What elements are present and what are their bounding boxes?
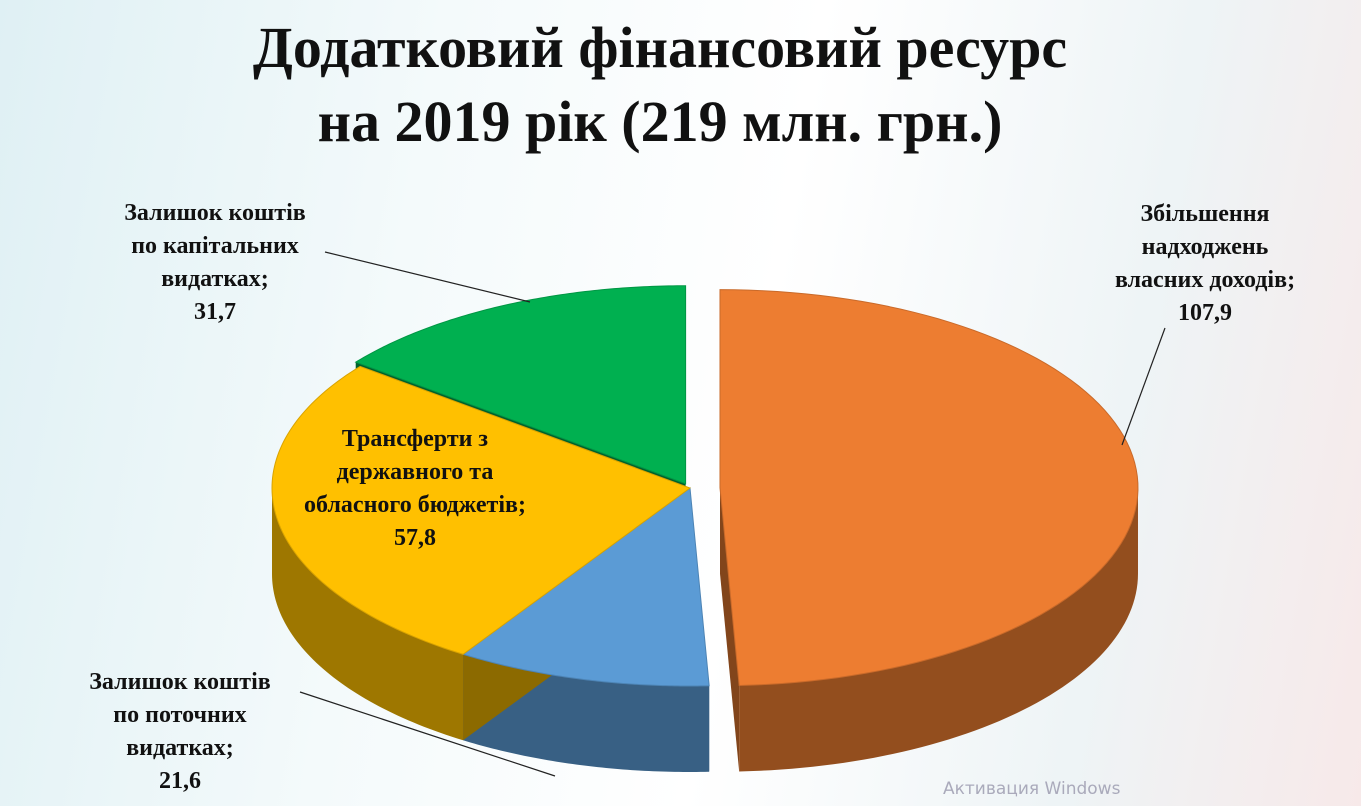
value-label: 57,8 <box>394 525 436 551</box>
category-label: Залишок коштів по капітальних видатках; <box>124 200 306 292</box>
slice-tops <box>271 285 1139 687</box>
data-label: Залишок коштів по капітальних видатках; 3… <box>65 197 365 329</box>
slice-side <box>719 487 740 772</box>
chart-title: Додатковий фінансовий ресурс <box>252 15 1068 80</box>
category-label: Збільшення надходжень власних доходів; <box>1114 201 1296 293</box>
value-label: 107,9 <box>1178 300 1232 326</box>
value-label: 21,6 <box>159 768 201 794</box>
leader-line <box>324 251 531 303</box>
data-label: Трансферти з державного та обласного бюд… <box>265 423 565 555</box>
pie-slice <box>271 365 692 655</box>
leader-lines <box>299 251 1166 777</box>
slice-side <box>739 487 1138 772</box>
category-label: Трансферти з державного та обласного бюд… <box>304 426 526 518</box>
value-label: 31,7 <box>194 299 236 325</box>
data-label: Збільшення надходжень власних доходів; 10… <box>1055 198 1355 330</box>
watermark: Активация Windows <box>943 779 1121 799</box>
chart-title: на 2019 рік (219 млн. грн.) <box>317 89 1003 154</box>
pie-slice <box>719 289 1139 686</box>
leader-line <box>1121 327 1166 446</box>
pie <box>271 285 1139 772</box>
pie-slice <box>461 487 710 687</box>
data-label: Залишок коштів по поточних видатках; 21,6 <box>30 666 330 798</box>
category-label: Залишок коштів по поточних видатках; <box>89 669 271 761</box>
leader-line <box>299 691 556 777</box>
pie-slice <box>354 285 687 485</box>
